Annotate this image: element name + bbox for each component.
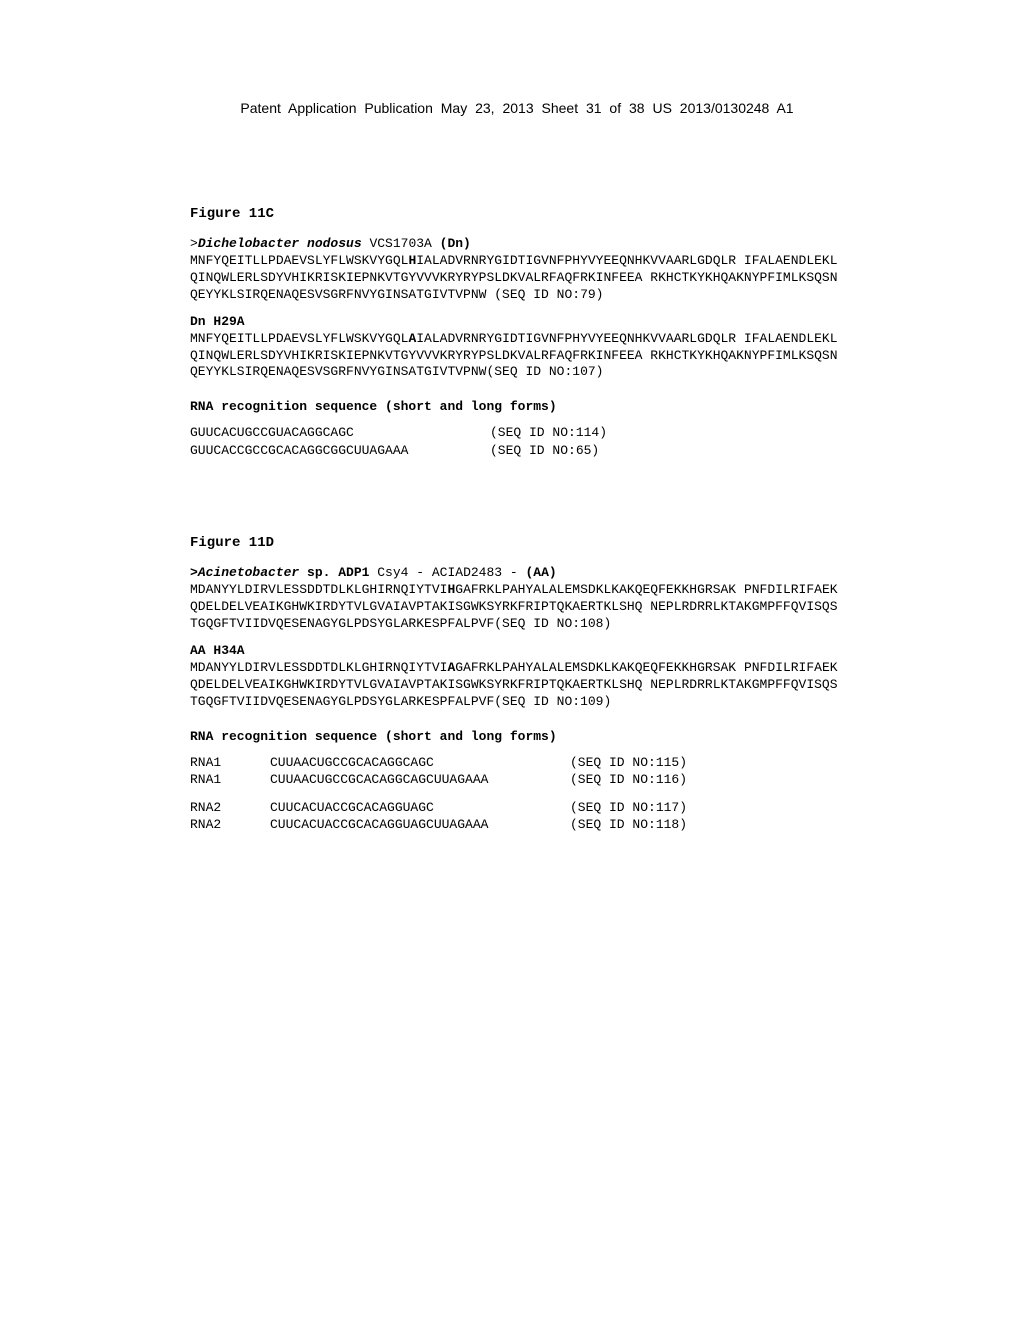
rna-seqid: (SEQ ID NO:118) [570,816,687,834]
rna-seq: GUUCACCGCCGCACAGGCGGCUUAGAAA [190,442,490,460]
seq-pre: MDANYYLDIRVLESSDDTDLKLGHIRNQIYTVI [190,660,447,675]
mutant-sequence-11c: MNFYQEITLLPDAEVSLYFLWSKVYGQLAIALADVRNRYG… [190,331,844,382]
rna-title-11d: RNA recognition sequence (short and long… [190,729,844,744]
rna-seqid: (SEQ ID NO:114) [490,424,607,442]
rna-title-11c: RNA recognition sequence (short and long… [190,399,844,414]
rna-row: RNA2 CUUCACUACCGCACAGGUAGCUUAGAAA (SEQ I… [190,816,844,834]
mutant-sequence-11d: MDANYYLDIRVLESSDDTDLKLGHIRNQIYTVIAGAFRKL… [190,660,844,711]
rna-label: RNA2 [190,799,270,817]
mutant-label-11c: Dn H29A [190,314,844,329]
rna-row: RNA1 CUUAACUGCCGCACAGGCAGC (SEQ ID NO:11… [190,754,844,772]
organism-prefix: > [190,236,198,251]
organism-prefix: > [190,565,198,580]
organism-abbrev: (AA) [525,565,556,580]
rna-row: GUUCACCGCCGCACAGGCGGCUUAGAAA (SEQ ID NO:… [190,442,844,460]
mutant-label-11d: AA H34A [190,643,844,658]
seq-pre: MDANYYLDIRVLESSDDTDLKLGHIRNQIYTVI [190,582,447,597]
page-header: Patent Application Publication May 23, 2… [190,100,844,116]
rna-seqid: (SEQ ID NO:117) [570,799,687,817]
seq-post1: IALADVRNRYGIDTIGVNFPHYVYEEQNHKVVAARLGDQL… [416,331,736,346]
seq-pre: MNFYQEITLLPDAEVSLYFLWSKVYGQL [190,253,408,268]
rna-seq: GUUCACUGCCGUACAGGCAGC [190,424,490,442]
rna-seq: CUUCACUACCGCACAGGUAGC [270,799,570,817]
seq-line4: NO:108) [557,616,612,631]
seq-line4: NO:79) [557,287,604,302]
rna-seq: CUUCACUACCGCACAGGUAGCUUAGAAA [270,816,570,834]
patent-page: Patent Application Publication May 23, 2… [0,0,1024,914]
rna-row: RNA1 CUUAACUGCCGCACAGGCAGCUUAGAAA (SEQ I… [190,771,844,789]
organism-strain2: Csy4 - ACIAD2483 - [369,565,525,580]
organism-header-11d: >Acinetobacter sp. ADP1 Csy4 - ACIAD2483… [190,565,844,580]
figure-11c-title: Figure 11C [190,206,844,222]
wt-sequence-11c: MNFYQEITLLPDAEVSLYFLWSKVYGQLHIALADVRNRYG… [190,253,844,304]
rna-seq: CUUAACUGCCGCACAGGCAGC [270,754,570,772]
organism-species: Acinetobacter [198,565,299,580]
seq-post1: IALADVRNRYGIDTIGVNFPHYVYEEQNHKVVAARLGDQL… [416,253,736,268]
rna-label: RNA1 [190,771,270,789]
organism-header-11c: >Dichelobacter nodosus VCS1703A (Dn) [190,236,844,251]
figure-11d-title: Figure 11D [190,535,844,551]
organism-abbrev: (Dn) [440,236,471,251]
rna-seqid: (SEQ ID NO:65) [490,442,599,460]
seq-line4: NO:107) [549,364,604,379]
seq-line4: NO:109) [557,694,612,709]
rna-label: RNA1 [190,754,270,772]
organism-strain1: sp. ADP1 [299,565,369,580]
rna-seq: CUUAACUGCCGCACAGGCAGCUUAGAAA [270,771,570,789]
organism-species: Dichelobacter nodosus [198,236,362,251]
rna-label: RNA2 [190,816,270,834]
seq-post1: GAFRKLPAHYALALEMSDKLKAKQEQFEKKHGRSAK [455,660,736,675]
seq-post1: GAFRKLPAHYALALEMSDKLKAKQEQFEKKHGRSAK [455,582,736,597]
rna-row: GUUCACUGCCGUACAGGCAGC (SEQ ID NO:114) [190,424,844,442]
rna-seqid: (SEQ ID NO:115) [570,754,687,772]
rna-seqid: (SEQ ID NO:116) [570,771,687,789]
organism-strain: VCS1703A [362,236,440,251]
rna-row: RNA2 CUUCACUACCGCACAGGUAGC (SEQ ID NO:11… [190,799,844,817]
wt-sequence-11d: MDANYYLDIRVLESSDDTDLKLGHIRNQIYTVIHGAFRKL… [190,582,844,633]
seq-pre: MNFYQEITLLPDAEVSLYFLWSKVYGQL [190,331,408,346]
